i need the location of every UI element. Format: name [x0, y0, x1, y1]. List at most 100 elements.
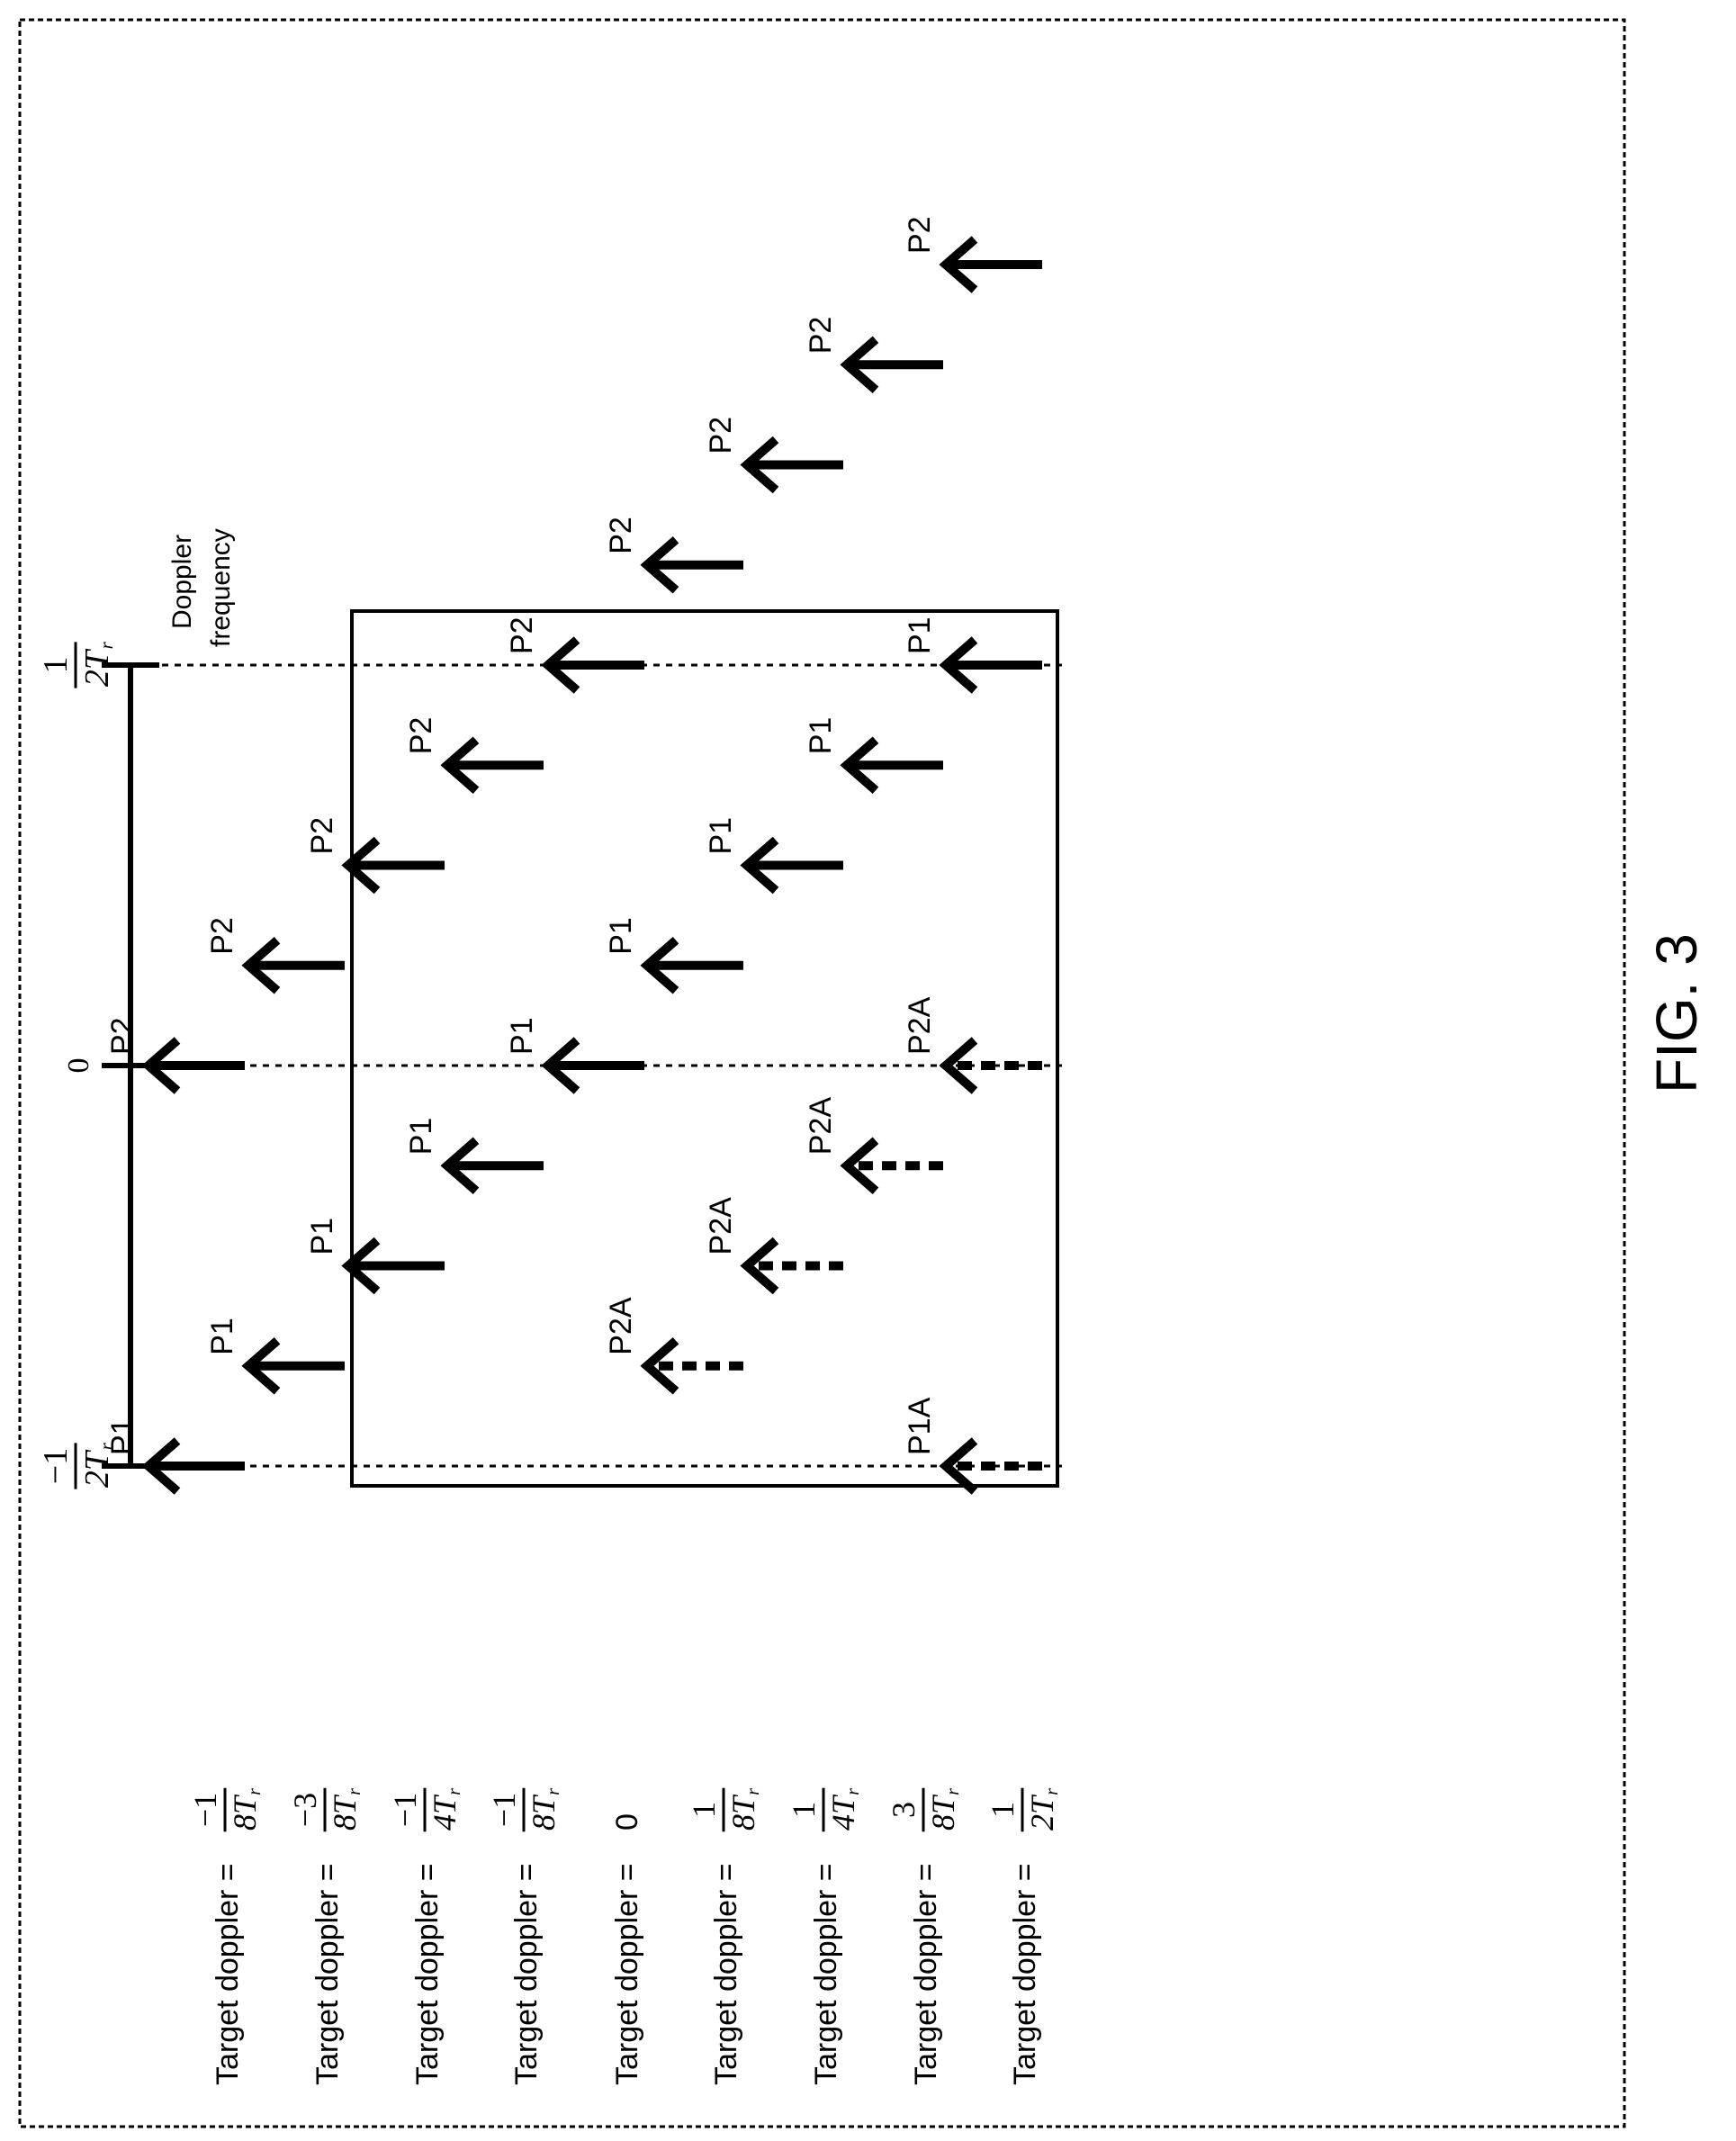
row-label-fraction-subscript: r	[245, 1788, 265, 1795]
row-label-fraction-denominator: 4T	[427, 1794, 463, 1831]
axis-tick-label-pos-half-subscript: r	[95, 641, 117, 649]
arrow-p2-12: P2	[604, 517, 743, 594]
row-label-fraction: 1 2Tr	[985, 1788, 1062, 1832]
arrow-head	[640, 936, 679, 994]
arrow-label: P2	[704, 417, 738, 454]
row-label-fraction: −1 8Tr	[486, 1788, 563, 1832]
row-label-fraction-denominator: 8T	[526, 1794, 562, 1831]
arrow-head	[939, 636, 978, 694]
row-label-fraction: 3 8Tr	[886, 1788, 963, 1832]
arrow-p1-2: P1	[205, 1318, 345, 1395]
axis-label-line1: Doppler	[167, 535, 197, 629]
arrow-head	[341, 836, 381, 895]
row-label-fraction-denominator: 2T	[1024, 1794, 1060, 1831]
arrow-label: P1	[105, 1417, 139, 1455]
arrow-p1-8: P1	[505, 1017, 644, 1094]
arrow-p1a-19: P1A	[903, 1397, 1042, 1495]
row-label-fraction: 1 8Tr	[686, 1788, 763, 1832]
arrow-label: P2A	[903, 996, 937, 1055]
row-label-fraction-denominator: 8T	[725, 1794, 761, 1831]
axis-tick-label-pos-half: 1 2Tr	[37, 641, 117, 688]
row-label-7: Target doppler = 3 8Tr	[886, 1788, 963, 2085]
arrow-p2-22: P2	[903, 216, 1042, 293]
arrow-label: P2A	[704, 1197, 738, 1255]
arrow-label: P2A	[604, 1297, 638, 1355]
arrow-head	[440, 736, 480, 795]
arrow-p2a-13: P2A	[704, 1197, 843, 1295]
row-label-4: Target doppler = 0	[610, 1813, 644, 2085]
row-label-fraction-denominator: 4T	[825, 1794, 861, 1831]
row-label-prefix: Target doppler =	[211, 1863, 245, 2085]
arrow-label: P1	[205, 1318, 239, 1355]
outer-dotted-frame	[18, 18, 1626, 2128]
row-label-fraction: −3 8Tr	[287, 1788, 364, 1832]
arrow-head	[141, 1037, 181, 1094]
arrow-p1-6: P1	[404, 1118, 544, 1195]
arrow-label: P1	[404, 1118, 438, 1156]
arrow-head	[241, 1336, 281, 1395]
arrow-label: P2	[404, 717, 438, 755]
axis-tick-label-zero: 0	[62, 1058, 95, 1074]
row-label-fraction-numerator: 1	[686, 1802, 722, 1818]
row-label-fraction-numerator: 1	[985, 1802, 1021, 1818]
row-label-prefix: Target doppler =	[709, 1863, 743, 2085]
arrow-head	[939, 236, 978, 293]
arrow-p2a-16: P2A	[804, 1097, 943, 1195]
arrow-label: P2	[305, 817, 339, 855]
row-label-fraction-numerator: −1	[187, 1793, 223, 1827]
row-label-fraction-subscript: r	[943, 1788, 963, 1795]
arrow-p2-18: P2	[804, 317, 943, 394]
figure-caption: FIG. 3	[1644, 933, 1709, 1093]
arrow-head	[141, 1437, 181, 1495]
row-label-prefix: Target doppler =	[610, 1863, 644, 2085]
arrow-label: P2	[105, 1017, 139, 1055]
highlight-box	[350, 609, 1059, 1488]
arrow-p2-9: P2	[505, 616, 644, 694]
row-label-fraction-numerator: −1	[486, 1793, 522, 1827]
arrow-label: P1A	[903, 1397, 937, 1455]
arrow-label: P2	[505, 616, 539, 654]
arrow-head	[939, 1437, 978, 1495]
row-label-fraction-subscript: r	[544, 1788, 563, 1795]
arrow-p1-4: P1	[305, 1218, 445, 1295]
arrow-head	[740, 1237, 779, 1295]
arrows-layer: P1 P2 P1 P2 P1 P2 P1 P2 P1 P2 P2A P1 P2 P2A P1 P2 P2A P1 P…	[105, 216, 1042, 1495]
row-label-prefix: Target doppler =	[310, 1863, 345, 2085]
row-label-2: Target doppler = −1 4Tr	[387, 1788, 464, 2085]
arrow-p1-14: P1	[704, 817, 843, 895]
arrow-head	[541, 1037, 580, 1094]
row-label-fraction-subscript: r	[843, 1788, 863, 1795]
arrow-p2-15: P2	[704, 417, 843, 494]
arrow-p2-7: P2	[404, 717, 544, 795]
arrow-label: P1	[903, 616, 937, 654]
arrow-p2-3: P2	[205, 917, 345, 994]
row-label-fraction-numerator: −1	[387, 1793, 423, 1827]
row-label-fraction: −1 8Tr	[187, 1788, 265, 1832]
arrow-head	[740, 836, 779, 895]
arrow-head	[740, 436, 779, 494]
row-label-1: Target doppler = −3 8Tr	[287, 1788, 364, 2085]
arrow-p2a-10: P2A	[604, 1297, 743, 1395]
row-label-prefix: Target doppler =	[509, 1863, 544, 2085]
arrow-head	[440, 1137, 480, 1195]
row-label-0: Target doppler = −1 8Tr	[187, 1788, 265, 2085]
arrow-label: P2	[903, 216, 937, 254]
arrow-head	[840, 1137, 879, 1195]
axis-tick-label-neg-half-subscript: r	[95, 1442, 117, 1450]
arrow-head	[939, 1037, 978, 1094]
arrow-label: P1	[505, 1017, 539, 1055]
row-label-value: 0	[610, 1813, 644, 1831]
arrow-p2a-20: P2A	[903, 996, 1042, 1094]
row-label-prefix: Target doppler =	[809, 1863, 843, 2085]
arrow-head	[341, 1237, 381, 1295]
row-label-fraction-subscript: r	[743, 1788, 763, 1795]
row-label-fraction: −1 4Tr	[387, 1788, 464, 1832]
row-label-fraction-numerator: 3	[886, 1802, 922, 1818]
arrow-p1-11: P1	[604, 917, 743, 994]
row-label-fraction-subscript: r	[445, 1788, 464, 1795]
arrow-p2-5: P2	[305, 817, 445, 895]
arrow-p2-1: P2	[105, 1017, 245, 1094]
